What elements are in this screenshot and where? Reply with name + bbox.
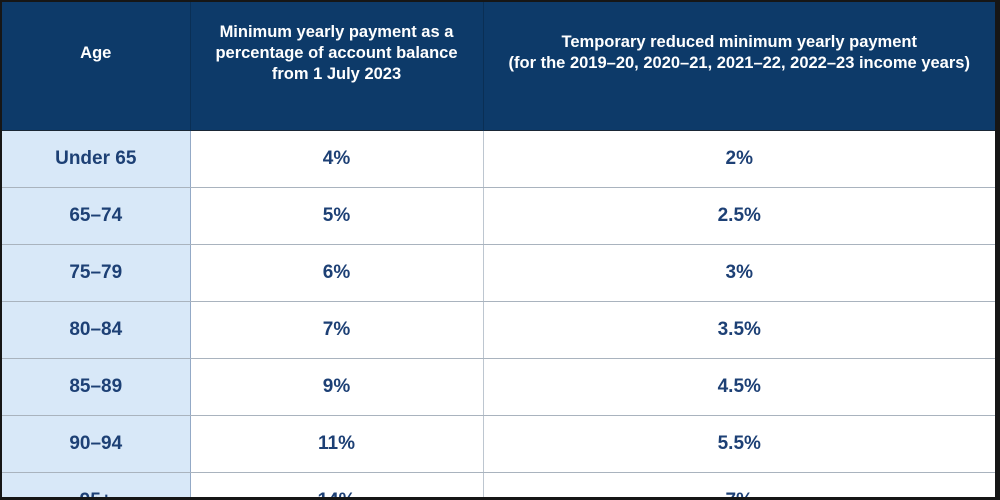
table-row: 95+ 14% 7% — [2, 472, 995, 497]
age-cell: 95+ — [2, 472, 190, 497]
header-minimum-line-1: Minimum yearly payment as a — [219, 22, 454, 41]
age-cell: 80–84 — [2, 301, 190, 359]
header-temporary-line-1: Temporary reduced minimum yearly payment — [561, 33, 917, 52]
age-cell: 75–79 — [2, 244, 190, 302]
minimum-payment-cell: 4% — [189, 130, 483, 188]
minimum-payment-cell: 11% — [189, 415, 483, 473]
table-row: 90–94 11% 5.5% — [2, 415, 995, 473]
reduced-payment-cell: 4.5% — [482, 358, 995, 416]
header-minimum-line-3: from 1 July 2023 — [271, 64, 402, 83]
age-cell: Under 65 — [2, 130, 190, 188]
minimum-payment-cell: 7% — [189, 301, 483, 359]
age-cell: 85–89 — [2, 358, 190, 416]
age-cell: 90–94 — [2, 415, 190, 473]
table-row: 65–74 5% 2.5% — [2, 187, 995, 245]
reduced-payment-cell: 2.5% — [482, 187, 995, 245]
minimum-payment-cell: 6% — [189, 244, 483, 302]
header-cell-age: Age — [2, 2, 190, 130]
minimum-payment-cell: 5% — [189, 187, 483, 245]
header-temporary-line-2: (for the 2019–20, 2020–21, 2021–22, 2022… — [508, 54, 970, 73]
reduced-payment-cell: 3.5% — [482, 301, 995, 359]
header-minimum-line-2: percentage of account balance — [215, 43, 458, 62]
header-row: Age Minimum yearly payment as a percenta… — [2, 2, 995, 130]
table-row: 80–84 7% 3.5% — [2, 301, 995, 359]
minimum-payment-cell: 9% — [189, 358, 483, 416]
table-row: Under 65 4% 2% — [2, 130, 995, 188]
table-row: 75–79 6% 3% — [2, 244, 995, 302]
reduced-payment-cell: 7% — [482, 472, 995, 497]
minimum-payment-cell: 14% — [189, 472, 483, 497]
reduced-payment-cell: 2% — [482, 130, 995, 188]
age-cell: 65–74 — [2, 187, 190, 245]
reduced-payment-cell: 3% — [482, 244, 995, 302]
header-cell-temporary-reduced: Temporary reduced minimum yearly payment… — [482, 2, 995, 130]
table-row: 85–89 9% 4.5% — [2, 358, 995, 416]
header-cell-minimum-payment: Minimum yearly payment as a percentage o… — [189, 2, 483, 130]
header-age-label: Age — [80, 43, 112, 62]
reduced-payment-cell: 5.5% — [482, 415, 995, 473]
